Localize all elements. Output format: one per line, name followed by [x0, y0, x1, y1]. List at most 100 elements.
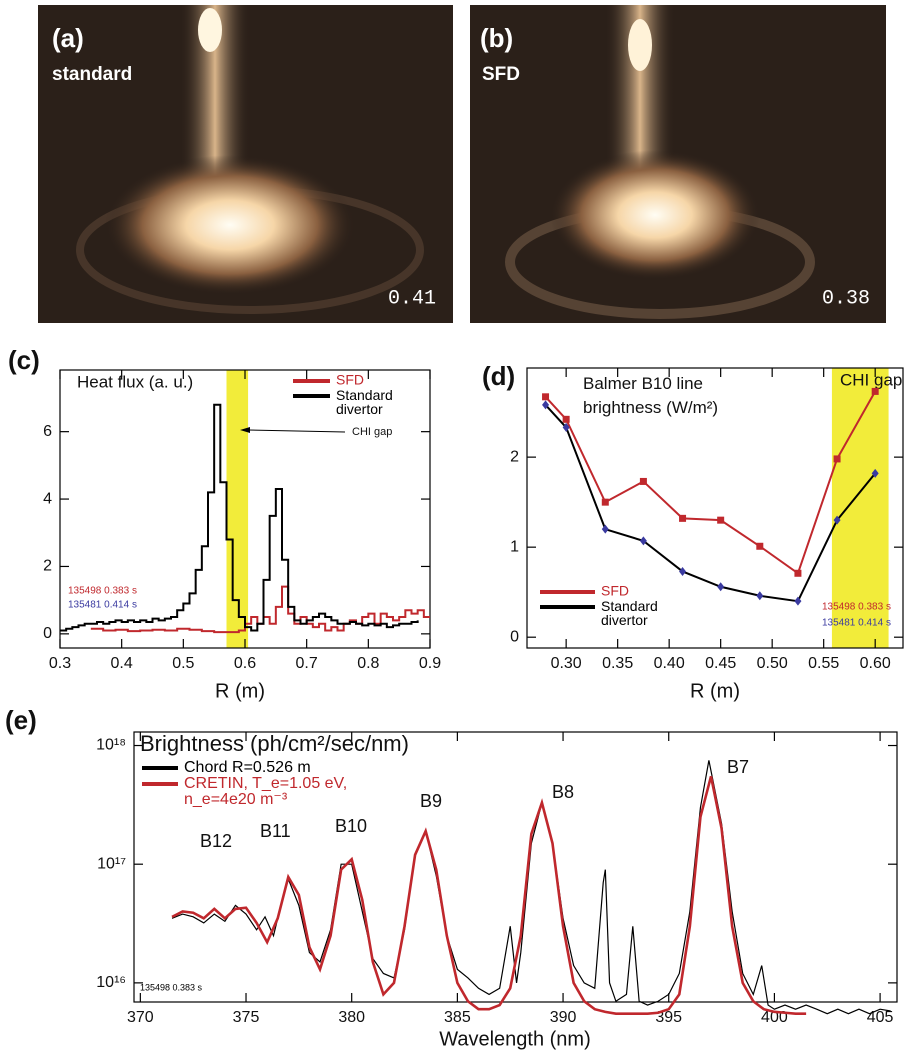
annotation: B8 — [552, 782, 574, 802]
y-tick-label: 0 — [510, 628, 519, 645]
marker — [833, 455, 841, 463]
shot-label: 135481 0.414 s — [822, 618, 891, 629]
annotation: B7 — [727, 757, 749, 777]
band — [226, 370, 249, 648]
image-caption: SFD — [482, 64, 520, 85]
series-line — [544, 390, 877, 575]
x-tick-label: 0.45 — [705, 655, 736, 672]
x-tick-label: 0.30 — [551, 655, 582, 672]
x-tick-label: 0.40 — [654, 655, 685, 672]
chart-title: Balmer B10 line brightness (W/m²) — [583, 374, 718, 417]
image-caption: standard — [52, 64, 132, 85]
y-tick-label: 6 — [43, 423, 52, 440]
x-tick-label: 405 — [867, 1009, 894, 1026]
panel-label: (c) — [8, 345, 40, 375]
annotation: CHI gap — [352, 426, 392, 438]
marker — [794, 569, 802, 577]
chart-title: Heat flux (a. u.) — [77, 372, 193, 391]
y-tick-label: 10¹⁷ — [97, 855, 126, 872]
marker — [756, 542, 764, 550]
series-line — [60, 403, 419, 632]
annotation: B12 — [200, 831, 232, 851]
x-tick-label: 390 — [550, 1009, 577, 1026]
annotation: B11 — [260, 821, 291, 841]
legend-label: SFD — [336, 372, 364, 388]
marker — [562, 422, 570, 432]
marker — [679, 514, 687, 522]
panel-label: (e) — [5, 705, 37, 735]
plot-frame — [526, 367, 904, 649]
marker — [639, 477, 647, 485]
annotation: B9 — [420, 791, 442, 811]
x-tick-label: 380 — [338, 1009, 365, 1026]
timestamp: 0.41 — [388, 287, 436, 310]
x-axis-title: R (m) — [215, 680, 265, 702]
marker — [601, 498, 609, 506]
marker — [871, 468, 879, 478]
band — [831, 368, 889, 648]
x-tick-label: 395 — [655, 1009, 682, 1026]
shot-label: 135498 0.383 s — [140, 982, 203, 992]
x-tick-label: 0.50 — [757, 655, 788, 672]
marker — [639, 536, 647, 546]
y-tick-label: 1 — [510, 538, 519, 555]
timestamp: 0.38 — [822, 287, 870, 310]
chart-title: Brightness (ph/cm²/sec/nm) — [140, 731, 409, 756]
y-tick-label: 10¹⁶ — [96, 974, 126, 991]
y-tick-label: 2 — [43, 558, 52, 575]
x-axis-title: Wavelength (nm) — [439, 1028, 591, 1050]
annotation: B10 — [335, 816, 367, 836]
plot-frame — [133, 731, 898, 1003]
shot-label: 135498 0.383 s — [68, 586, 137, 597]
shot-label: 135481 0.414 s — [68, 600, 137, 611]
marker — [833, 515, 841, 525]
y-tick-label: 4 — [43, 490, 52, 507]
x-tick-label: 370 — [127, 1009, 154, 1026]
marker — [562, 415, 570, 423]
panel-label: (a) — [52, 23, 84, 53]
panel-label: (b) — [480, 23, 513, 53]
series-line — [171, 776, 807, 1015]
legend-label: Standard divertor — [336, 387, 393, 417]
x-tick-label: 0.9 — [419, 655, 441, 672]
y-tick-label: 0 — [43, 625, 52, 642]
legend-label: Chord R=0.526 m — [184, 759, 311, 776]
x-tick-label: 0.3 — [49, 655, 71, 672]
legend-label: CRETIN, T_e=1.05 eV, n_e=4e20 m⁻³ — [184, 775, 347, 808]
marker — [601, 524, 609, 534]
marker — [871, 387, 879, 395]
x-tick-label: 0.55 — [808, 655, 839, 672]
legend-label: Standard divertor — [601, 598, 658, 628]
marker — [794, 596, 802, 606]
arrowhead — [240, 427, 250, 433]
y-tick-label: 2 — [510, 448, 519, 465]
marker — [717, 582, 725, 592]
chart: 370 375 380 385 390 395 400 40510¹⁶10¹⁷10¹⁸Chor… — [5, 705, 898, 1050]
x-tick-label: 0.8 — [357, 655, 379, 672]
x-axis-title: R (m) — [690, 680, 740, 702]
x-tick-label: 0.6 — [234, 655, 256, 672]
x-tick-label: 0.35 — [602, 655, 633, 672]
x-tick-label: 375 — [233, 1009, 260, 1026]
marker — [542, 400, 550, 410]
marker — [679, 566, 687, 576]
chart: CHI gap 0.30 0.35 0.40 0.45 0.50 0.55 0.60 0 1 2 SF… — [482, 361, 904, 702]
marker — [542, 393, 550, 401]
panel-label: (d) — [482, 361, 515, 391]
marker — [756, 591, 764, 601]
series-line — [544, 404, 876, 603]
shot-label: 135498 0.383 s — [822, 602, 891, 613]
y-tick-label: 10¹⁸ — [96, 737, 126, 754]
x-tick-label: 0.7 — [296, 655, 318, 672]
band-label: CHI gap — [840, 370, 902, 389]
x-tick-label: 385 — [444, 1009, 471, 1026]
camera-image: (a) standard 0.41 — [38, 5, 453, 323]
marker — [717, 516, 725, 524]
legend-label: SFD — [601, 583, 629, 599]
camera-image: (b) SFD 0.38 — [470, 5, 886, 323]
x-tick-label: 0.5 — [172, 655, 194, 672]
arrow — [247, 429, 346, 433]
x-tick-label: 0.4 — [111, 655, 133, 672]
